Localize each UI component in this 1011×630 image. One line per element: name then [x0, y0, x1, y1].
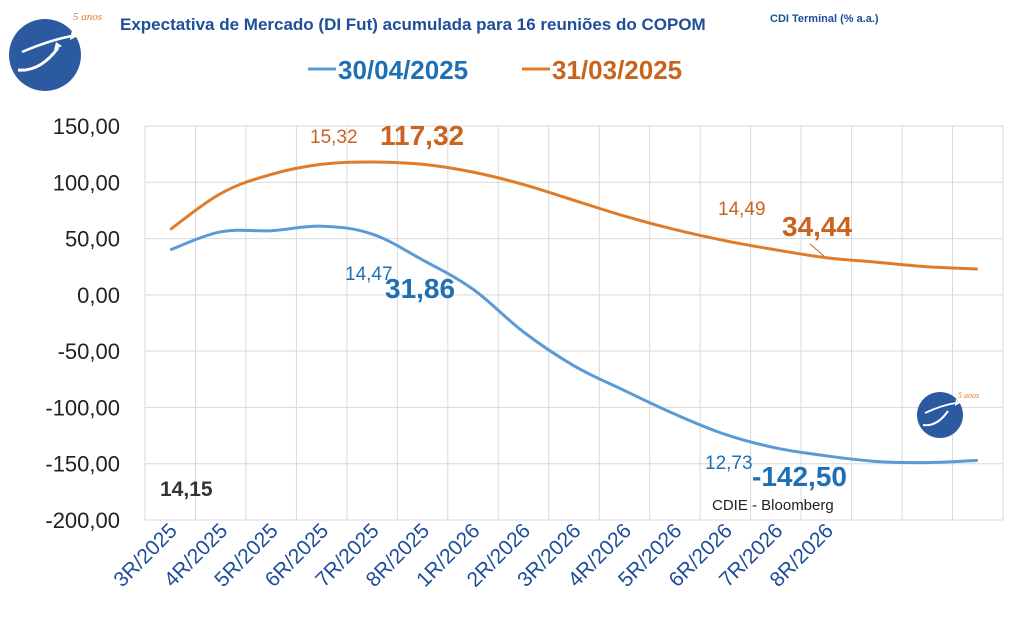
annotation-label: 15,32 — [310, 127, 358, 148]
chart-title: Expectativa de Mercado (DI Fut) acumulad… — [120, 15, 706, 34]
grid — [144, 125, 1004, 521]
annotation-label: 34,44 — [782, 211, 852, 242]
logo-small: 5 anos — [917, 391, 979, 438]
annotation-label: 14,15 — [160, 478, 213, 501]
annotation-label: 117,32 — [380, 120, 464, 151]
x-axis: 3R/20254R/20255R/20256R/20257R/20258R/20… — [109, 519, 838, 591]
series — [169, 160, 978, 465]
series-line-orange — [169, 160, 978, 271]
chart-subtitle: CDI Terminal (% a.a.) — [770, 13, 879, 25]
y-axis: 150,00 100,00 50,00 0,00 -50,00 -100,00 -150,0… — [45, 114, 120, 533]
y-tick-label: 150,00 — [53, 114, 120, 139]
y-tick-label: -100,00 — [45, 395, 120, 420]
logo: 5 anos — [9, 11, 102, 91]
annotation-leader-line — [809, 243, 825, 257]
y-tick-label: -150,00 — [45, 452, 120, 477]
source-label: CDIE - Bloomberg — [712, 497, 834, 514]
annotation-label: 31,86 — [385, 273, 455, 304]
y-tick-label: -50,00 — [58, 339, 120, 364]
y-tick-label: -200,00 — [45, 508, 120, 533]
logo-circle-icon — [9, 19, 81, 91]
y-tick-label: 0,00 — [77, 283, 120, 308]
logo-text: 5 anos — [73, 11, 102, 23]
logo-small-text: 5 anos — [958, 391, 979, 400]
legend-label-orange: 31/03/2025 — [552, 55, 682, 85]
y-tick-label: 100,00 — [53, 170, 120, 195]
y-tick-label: 50,00 — [65, 227, 120, 252]
annotation-label: 14,49 — [718, 199, 766, 220]
logo-small-circle-icon — [917, 392, 963, 438]
legend: 30/04/2025 31/03/2025 — [308, 55, 682, 85]
annotation-label: 12,73 — [705, 453, 753, 474]
legend-label-blue: 30/04/2025 — [338, 55, 468, 85]
annotation-label: -142,50 — [752, 461, 847, 492]
annotation-label: 14,47 — [345, 264, 393, 285]
series-line-blue — [169, 224, 978, 465]
